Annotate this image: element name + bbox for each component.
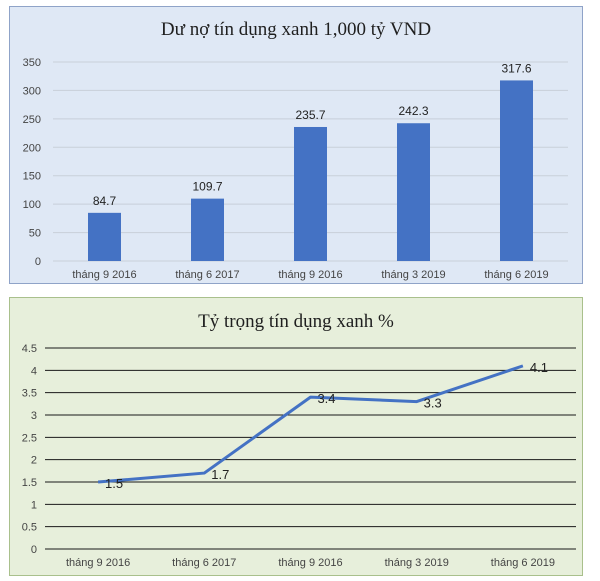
y-tick-label: 3 — [31, 410, 37, 422]
bar — [294, 126, 327, 261]
data-label: 3.4 — [317, 391, 335, 406]
data-label: 242.3 — [398, 104, 428, 118]
bar — [88, 212, 121, 261]
y-tick-label: 2.5 — [22, 432, 37, 444]
x-tick-label: tháng 3 2019 — [381, 269, 445, 281]
x-tick-label: tháng 9 2016 — [66, 557, 130, 569]
x-tick-label: tháng 9 2016 — [278, 269, 342, 281]
y-tick-label: 1.5 — [22, 477, 37, 489]
bar-chart-panel: Dư nợ tín dụng xanh 1,000 tỷ VND 0 50 100 1… — [9, 6, 583, 284]
x-tick-label: tháng 6 2017 — [175, 269, 239, 281]
x-tick-label: tháng 6 2019 — [491, 557, 555, 569]
line-chart-title: Tỷ trọng tín dụng xanh % — [198, 311, 394, 332]
data-label: 1.7 — [211, 467, 229, 482]
bar — [397, 123, 430, 262]
data-label: 4.1 — [530, 360, 548, 375]
data-label: 109.7 — [192, 180, 222, 194]
bar — [500, 80, 533, 261]
y-tick-label: 2 — [31, 455, 37, 467]
x-tick-label: tháng 6 2017 — [172, 557, 236, 569]
y-tick-label: 3.5 — [22, 388, 37, 400]
x-tick-label: tháng 6 2019 — [484, 269, 548, 281]
y-tick-label: 50 — [29, 228, 41, 240]
data-label: 84.7 — [93, 194, 117, 208]
y-tick-label: 0 — [35, 256, 41, 268]
y-tick-label: 4 — [31, 365, 37, 377]
bar — [191, 198, 224, 261]
line-chart-svg: 0 0.5 1 1.5 2 2.5 3 3.5 4 4.5 1.5 tháng 9 2016 1.7 th… — [22, 343, 576, 569]
data-label: 317.6 — [501, 61, 531, 75]
y-tick-label: 1 — [31, 499, 37, 511]
line-chart-panel: Tỷ trọng tín dụng xanh % 0 0.5 1 1.5 2 2.5 3 3.… — [9, 297, 583, 576]
data-label: 3.3 — [424, 396, 442, 411]
x-tick-label: tháng 3 2019 — [385, 557, 449, 569]
x-tick-label: tháng 9 2016 — [278, 557, 342, 569]
y-tick-label: 150 — [23, 171, 41, 183]
y-tick-label: 100 — [23, 199, 41, 211]
series-line — [97, 364, 524, 484]
y-tick-label: 350 — [23, 57, 41, 69]
y-tick-label: 0.5 — [22, 522, 37, 534]
y-tick-label: 300 — [23, 85, 41, 97]
bar-chart-svg: 0 50 100 150 200 250 300 350 84.7 tháng 9 2016 109… — [23, 57, 568, 281]
x-tick-label: tháng 9 2016 — [72, 269, 136, 281]
y-tick-label: 0 — [31, 544, 37, 556]
y-tick-label: 200 — [23, 142, 41, 154]
y-tick-label: 4.5 — [22, 343, 37, 355]
y-tick-label: 250 — [23, 114, 41, 126]
bar-chart-title: Dư nợ tín dụng xanh 1,000 tỷ VND — [160, 19, 432, 40]
data-label: 1.5 — [105, 476, 123, 491]
data-label: 235.7 — [295, 108, 325, 122]
